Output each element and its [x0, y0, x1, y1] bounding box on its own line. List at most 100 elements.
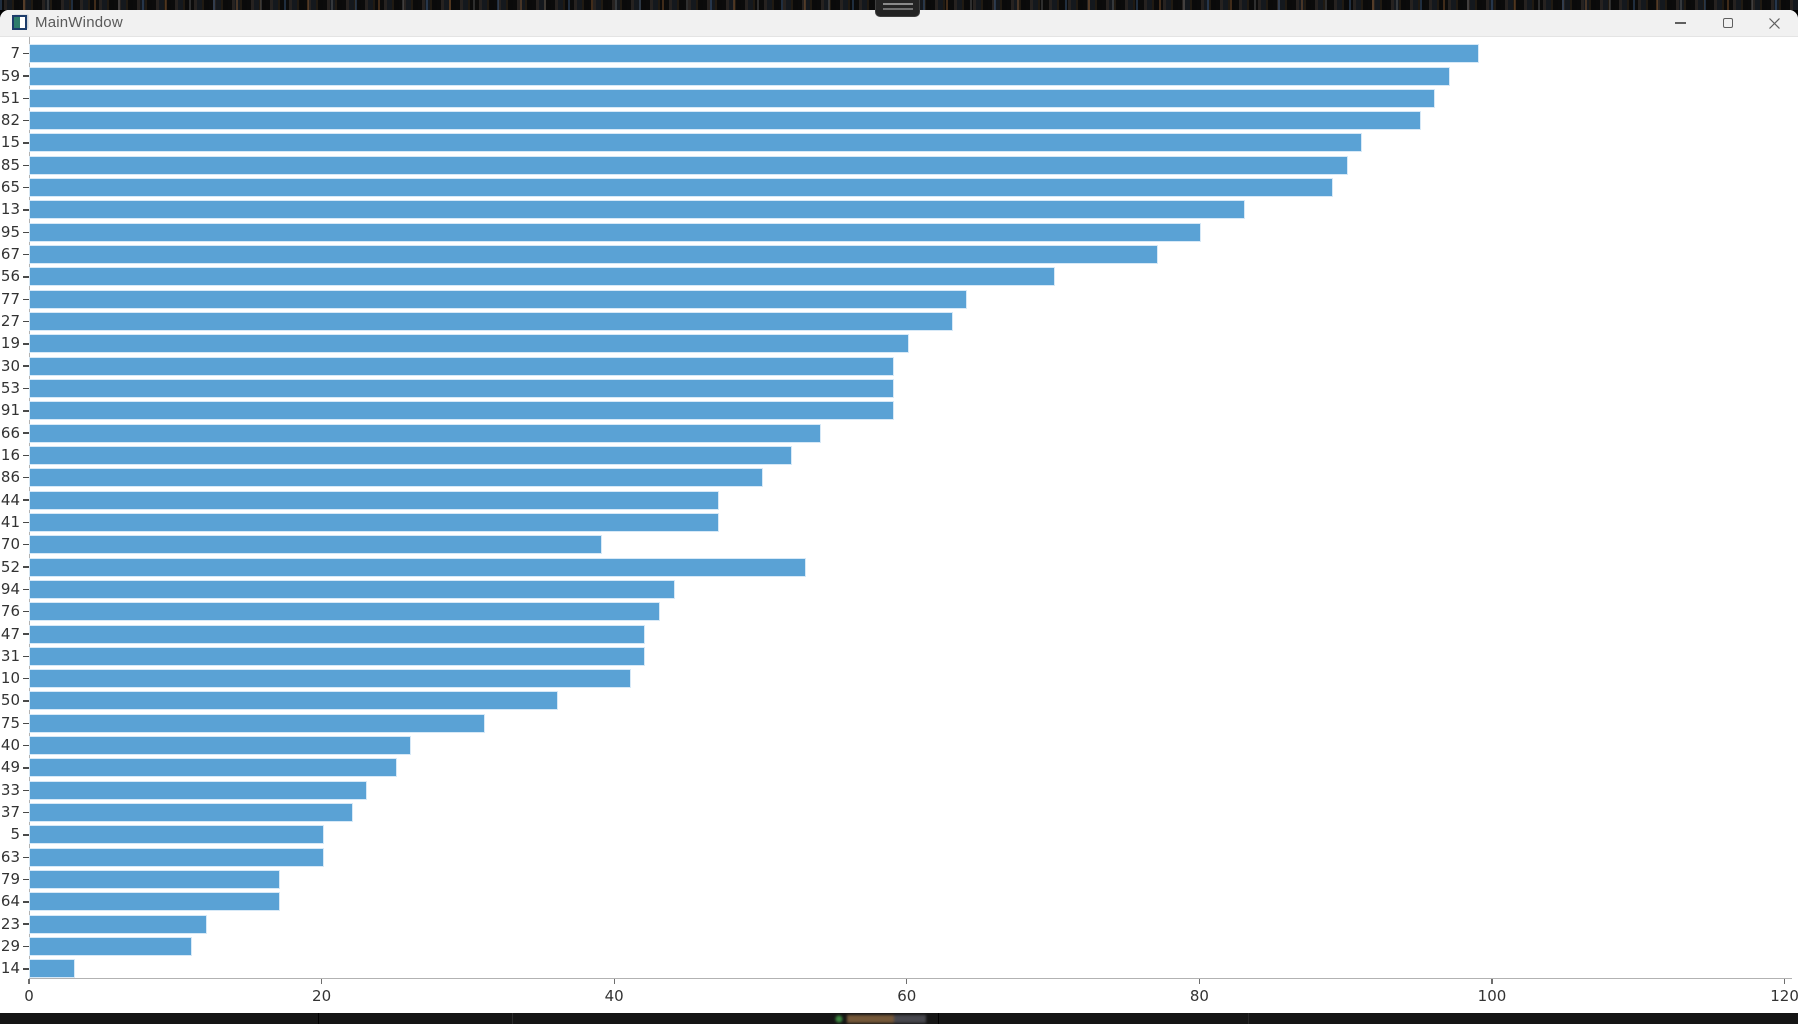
y-axis-spine [29, 37, 31, 978]
y-tick [22, 767, 29, 769]
y-tick [22, 499, 29, 501]
y-tick-label: 10 [0, 669, 20, 688]
y-tick [22, 119, 29, 122]
y-tick-label: 66 [0, 423, 20, 442]
y-tick-label: 85 [0, 155, 20, 174]
close-button[interactable] [1751, 10, 1798, 36]
y-tick [22, 544, 29, 546]
y-tick [22, 142, 29, 144]
y-tick [22, 477, 29, 479]
y-tick [22, 901, 29, 903]
bar [28, 780, 368, 800]
y-tick [22, 789, 29, 791]
x-tick-label: 0 [24, 987, 34, 1005]
bar [28, 602, 661, 622]
bar [29, 937, 192, 956]
x-tick-label: 80 [1189, 987, 1209, 1005]
taskbar-seam [1248, 1013, 1249, 1024]
y-tick-label: 19 [0, 334, 20, 353]
y-tick [22, 878, 29, 881]
taskbar-seam [512, 1013, 513, 1024]
y-tick-label: 13 [0, 200, 20, 219]
bar [29, 847, 324, 867]
y-tick [22, 834, 29, 836]
y-tick [22, 343, 29, 345]
x-tick-label: 60 [897, 987, 917, 1005]
bar [29, 870, 280, 890]
y-tick [22, 432, 29, 434]
main-window: MainWindow 7 59 51 82 15 85 65 13 95 67 56 77 27 19 3 [0, 10, 1798, 1013]
y-tick-label: 95 [0, 222, 20, 241]
bar [29, 892, 280, 912]
y-tick [22, 276, 29, 278]
y-tick-label: 79 [0, 870, 20, 889]
minimize-icon [1675, 22, 1686, 24]
bar [28, 401, 895, 421]
minimize-button[interactable] [1657, 10, 1704, 36]
y-tick-label: 75 [0, 713, 20, 732]
x-tick [1198, 979, 1201, 984]
y-tick [22, 677, 29, 680]
y-tick [22, 588, 29, 591]
y-tick [22, 454, 29, 457]
bar [29, 155, 1348, 175]
bar [28, 624, 646, 644]
taskbar-strip[interactable] [0, 1013, 1798, 1024]
y-tick-label: 77 [0, 289, 20, 308]
bar [29, 111, 1421, 131]
bar [28, 200, 1246, 220]
y-tick-label: 59 [0, 66, 20, 85]
bar [28, 356, 895, 376]
x-tick-label: 20 [312, 987, 332, 1005]
y-tick-label: 67 [0, 245, 20, 264]
y-tick-label: 56 [0, 267, 20, 286]
bar [29, 691, 558, 711]
app-icon [12, 15, 27, 30]
y-tick-label: 30 [0, 356, 20, 375]
bar [29, 669, 631, 689]
y-tick [22, 655, 29, 658]
bar [29, 825, 324, 845]
bar [29, 803, 353, 823]
bar [28, 289, 968, 309]
y-tick [22, 298, 29, 300]
y-tick-label: 16 [0, 445, 20, 464]
bar [28, 557, 807, 577]
x-tick-label: 100 [1477, 987, 1507, 1005]
y-tick-label: 47 [0, 624, 20, 643]
y-tick [22, 387, 29, 390]
x-tick [1783, 979, 1786, 984]
y-tick [22, 186, 29, 189]
y-tick [22, 744, 29, 747]
maximize-button[interactable] [1704, 10, 1751, 36]
bar [28, 736, 412, 756]
bar [28, 222, 1202, 242]
y-tick-label: 94 [0, 579, 20, 598]
top-drag-handle[interactable] [875, 0, 920, 17]
y-tick-label: 63 [0, 847, 20, 866]
window-controls [1657, 10, 1798, 36]
y-tick-label: 51 [0, 88, 20, 107]
y-tick [22, 968, 29, 970]
y-tick-label: 44 [0, 490, 20, 509]
bar [29, 445, 792, 465]
bar [28, 88, 1436, 108]
y-tick-label: 65 [0, 178, 20, 197]
y-tick-label: 70 [0, 535, 20, 554]
y-tick-label: 64 [0, 892, 20, 911]
close-icon [1769, 17, 1780, 29]
bar [29, 959, 75, 979]
y-tick [22, 700, 29, 702]
y-tick-label: 52 [0, 557, 20, 576]
x-tick [320, 979, 323, 984]
bar [29, 468, 763, 488]
taskbar-seam [938, 1013, 939, 1024]
bar [29, 758, 397, 778]
y-tick [22, 365, 29, 367]
drag-handle-line [882, 8, 913, 10]
y-tick-label: 91 [0, 401, 20, 420]
bar [28, 133, 1363, 153]
y-tick [22, 410, 29, 412]
bar [29, 334, 909, 354]
y-tick [22, 97, 29, 100]
